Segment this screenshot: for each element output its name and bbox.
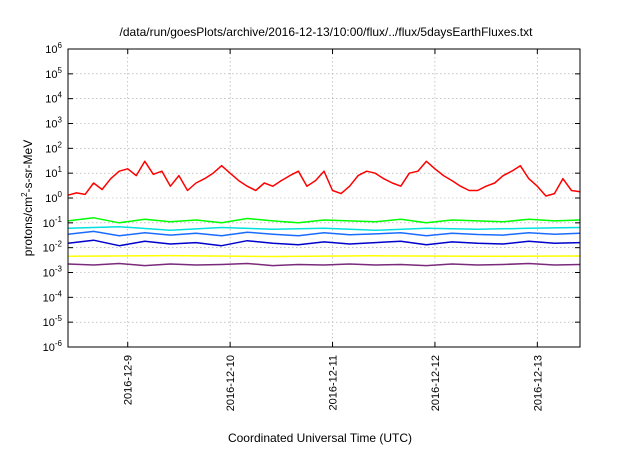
y-tick-base: 10 [45,143,57,155]
y-tick-base: 10 [45,94,57,106]
y-tick-label: 100 [45,190,62,205]
y-tick-base: 10 [45,119,57,131]
y-tick-base: 10 [43,218,55,230]
x-axis-label: Coordinated Universal Time (UTC) [228,431,412,445]
y-tick-label: 102 [45,140,62,155]
x-tick-label: 2016-12-11 [328,355,340,410]
y-tick-label: 10-5 [43,314,63,329]
y-tick-base: 10 [45,69,57,81]
y-tick-base: 10 [43,243,55,255]
y-tick-base: 10 [43,317,55,329]
y-tick-base: 10 [45,193,57,205]
y-tick-label: 106 [45,41,62,56]
y-axis-label: protons/cm2-s-sr-MeV [20,140,35,256]
y-axis-label-suffix: -s-sr-MeV [21,140,35,193]
y-tick-base: 10 [45,44,57,56]
y-tick-label: 10-4 [43,289,63,304]
y-tick-label: 10-6 [43,339,63,354]
y-tick-exponent: 4 [58,91,63,100]
y-tick-base: 10 [43,268,55,280]
y-tick-label: 10-2 [43,240,63,255]
y-tick-exponent: 2 [58,140,63,149]
y-axis-label-prefix: protons/cm [21,197,35,256]
y-tick-exponent: -5 [55,314,63,323]
y-tick-exponent: 0 [58,190,63,199]
series-line-3 [67,225,581,232]
x-tick-label: 2016-12-13 [532,355,544,411]
series-line-2 [67,217,581,224]
y-tick-exponent: -1 [55,215,63,224]
y-tick-base: 10 [45,168,57,180]
x-tick-label: 2016-12-12 [430,355,442,411]
x-tick-label: 2016-12-9 [123,355,135,405]
y-tick-base: 10 [43,342,55,354]
x-axis: 2016-12-9 2016-12-10 2016-12-11 2016-12-12 2… [123,49,544,411]
series-line-1 [67,160,581,197]
y-tick-label: 105 [45,66,62,81]
series-line-5 [67,239,581,247]
y-tick-exponent: -6 [55,339,63,348]
y-tick-label: 104 [45,91,62,106]
chart-title: /data/run/goesPlots/archive/2016-12-13/1… [120,25,534,39]
x-tick-label: 2016-12-10 [225,355,237,411]
y-tick-exponent: -3 [55,265,63,274]
y-tick-exponent: -4 [55,289,63,298]
grid-layer [68,49,580,347]
y-tick-exponent: 5 [58,66,63,75]
series-line-6 [67,254,581,258]
y-tick-exponent: 1 [58,165,63,174]
y-axis-label-sup: 2 [20,192,29,197]
y-tick-label: 103 [45,116,62,131]
y-tick-exponent: -2 [55,240,63,249]
y-tick-exponent: 6 [58,41,63,50]
y-tick-label: 10-3 [43,265,63,280]
series-line-7 [67,262,581,267]
series-layer [67,160,581,267]
y-tick-label: 101 [45,165,62,180]
y-tick-exponent: 3 [58,116,63,125]
series-line-4 [67,230,581,237]
y-tick-label: 10-1 [43,215,63,230]
y-axis: 10-610-510-410-310-210-11001011021031041… [43,41,580,354]
y-tick-base: 10 [43,292,55,304]
